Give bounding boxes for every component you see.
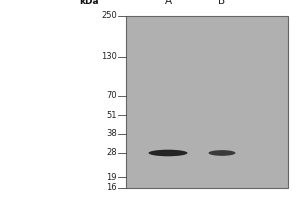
Text: 51: 51 bbox=[106, 111, 117, 120]
Text: 38: 38 bbox=[106, 129, 117, 138]
Text: 250: 250 bbox=[101, 11, 117, 20]
Text: B: B bbox=[218, 0, 226, 6]
Text: 70: 70 bbox=[106, 91, 117, 100]
Ellipse shape bbox=[208, 150, 236, 156]
Text: kDa: kDa bbox=[80, 0, 99, 6]
Text: A: A bbox=[164, 0, 172, 6]
Ellipse shape bbox=[148, 150, 188, 156]
Text: 16: 16 bbox=[106, 184, 117, 192]
Text: 19: 19 bbox=[106, 173, 117, 182]
Bar bbox=[126, 16, 288, 188]
Text: 130: 130 bbox=[101, 52, 117, 61]
Text: 28: 28 bbox=[106, 148, 117, 157]
